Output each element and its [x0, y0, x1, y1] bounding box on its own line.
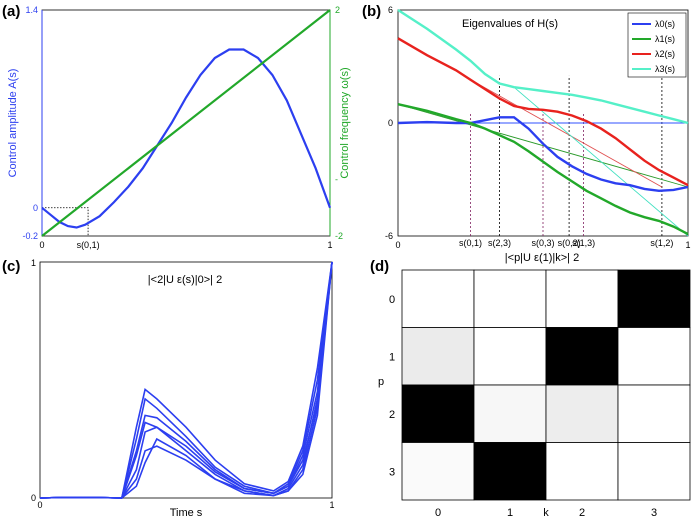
chart-c-ytick-1: 1	[31, 258, 36, 268]
chart-a-ylabel-left: Control amplitude A(s)	[7, 69, 19, 178]
heatmap-cell-p1-k0	[401, 327, 475, 386]
chart-c-xlabel: Time s	[170, 507, 203, 519]
heatmap-cell-p0-k0	[401, 269, 475, 328]
chart-c-series-4	[39, 261, 333, 499]
chart-d-xtick-3: 3	[651, 507, 657, 519]
chart-c-xtick-0: 0	[37, 500, 42, 510]
chart-d: p k 0 1 2 3 0 1 2 3	[378, 269, 691, 519]
chart-a-x-annotation: s(0,1)	[77, 240, 100, 250]
chart-a-xtick-0: 0	[39, 240, 44, 250]
panel-label-d: (d)	[370, 258, 389, 275]
chart-b-series-lambda3	[397, 8, 689, 125]
chart-b-diabatic-line-1	[397, 103, 689, 188]
chart-b-ytick-2: -6	[385, 231, 393, 241]
legend-label-lambda2: λ2(s)	[655, 49, 675, 59]
chart-d-ytick-1: 1	[389, 351, 395, 363]
chart-d-xtick-0: 0	[435, 507, 441, 519]
chart-b-annotation-s02: s(0,2)	[558, 238, 581, 248]
chart-b-xtick-0: 0	[395, 240, 400, 250]
chart-c-ytick-0: 0	[31, 493, 36, 503]
chart-b-series-lambda1	[397, 103, 689, 236]
chart-d-xtick-1: 1	[507, 507, 513, 519]
panel-label-b: (b)	[362, 3, 381, 20]
chart-a-left-tick-1: 0	[33, 203, 38, 213]
chart-b-xlabel: |<p|U ε(1)|k>| 2	[505, 252, 579, 264]
chart-c-series-5	[39, 261, 333, 499]
chart-b-ytick-1: 0	[388, 118, 393, 128]
chart-b-annotation-s23: s(2,3)	[488, 238, 511, 248]
chart-c: |<2|U ε(s)|0>| 2 1 0 0 1 Time s	[31, 258, 335, 519]
heatmap-cell-p0-k3	[617, 269, 691, 328]
heatmap-cell-p2-k0	[401, 384, 475, 443]
heatmap-cell-p1-k3	[617, 327, 691, 386]
chart-a-xtick-1: 1	[327, 240, 332, 250]
chart-b-series-lambda2	[397, 37, 689, 187]
heatmap-cell-p0-k1	[473, 269, 547, 328]
chart-c-series-2	[39, 261, 333, 499]
chart-a-right-tick-2: 2	[335, 5, 340, 15]
chart-d-ytick-3: 3	[389, 466, 395, 478]
heatmap-cell-p0-k2	[545, 269, 619, 328]
chart-b-diabatic-line-3	[513, 86, 689, 237]
heatmap-cell-p1-k1	[473, 327, 547, 386]
heatmap-cell-p1-k2	[545, 327, 619, 386]
chart-d-ylabel: p	[378, 376, 384, 388]
chart-b-annotation-s13: s(1,3)	[572, 238, 595, 248]
heatmap-cell-p3-k3	[617, 442, 691, 501]
heatmap-cell-p3-k0	[401, 442, 475, 501]
chart-b-legend: λ0(s) λ1(s) λ2(s) λ3(s)	[627, 12, 687, 78]
chart-d-ytick-2: 2	[389, 409, 395, 421]
chart-d-xtick-2: 2	[579, 507, 585, 519]
chart-c-series-7	[39, 261, 333, 499]
chart-b-annotation-s12: s(1,2)	[650, 238, 673, 248]
chart-d-ytick-0: 0	[389, 294, 395, 306]
chart-a-series-amplitude	[41, 48, 332, 229]
chart-a-series-frequency	[41, 9, 331, 237]
chart-a-guide-s01	[42, 207, 89, 236]
chart-c-frame	[39, 261, 333, 499]
chart-a: 0 1 s(0,1) -0.2 0 1.4 -2 - 2 Control amp…	[7, 5, 351, 250]
chart-b-ytick-0: 6	[388, 5, 393, 15]
chart-c-series-1	[39, 261, 333, 499]
legend-label-lambda1: λ1(s)	[655, 34, 675, 44]
chart-b-title: Eigenvalues of H(s)	[462, 18, 558, 30]
chart-a-right-tick-1: -	[335, 175, 338, 185]
chart-a-left-tick-0: -0.2	[22, 231, 38, 241]
chart-a-left-tick-2: 1.4	[25, 5, 38, 15]
panel-label-a: (a)	[2, 3, 20, 20]
chart-a-ylabel-right: Control frequency ω(s)	[339, 67, 351, 178]
heatmap-cell-p2-k1	[473, 384, 547, 443]
chart-c-series-3	[39, 261, 333, 499]
chart-b-diabatic-line-2	[470, 79, 663, 188]
panel-label-c: (c)	[2, 258, 20, 275]
chart-c-title: |<2|U ε(s)|0>| 2	[148, 274, 222, 286]
legend-label-lambda3: λ3(s)	[655, 64, 675, 74]
chart-c-xtick-1: 1	[329, 500, 334, 510]
chart-d-xlabel: k	[543, 507, 549, 519]
chart-b: Eigenvalues of H(s) 0 1 6 0 -6 s(0,1) s(…	[385, 5, 691, 264]
chart-b-xtick-1: 1	[685, 240, 690, 250]
heatmap-cell-p2-k2	[545, 384, 619, 443]
chart-b-annotation-s01: s(0,1)	[459, 238, 482, 248]
chart-c-series-6	[39, 261, 333, 499]
heatmap-cell-p3-k1	[473, 442, 547, 501]
chart-b-annotation-s03: s(0,3)	[531, 238, 554, 248]
legend-label-lambda0: λ0(s)	[655, 19, 675, 29]
chart-a-right-tick-0: -2	[335, 231, 343, 241]
heatmap-cell-p3-k2	[545, 442, 619, 501]
heatmap-cell-p2-k3	[617, 384, 691, 443]
